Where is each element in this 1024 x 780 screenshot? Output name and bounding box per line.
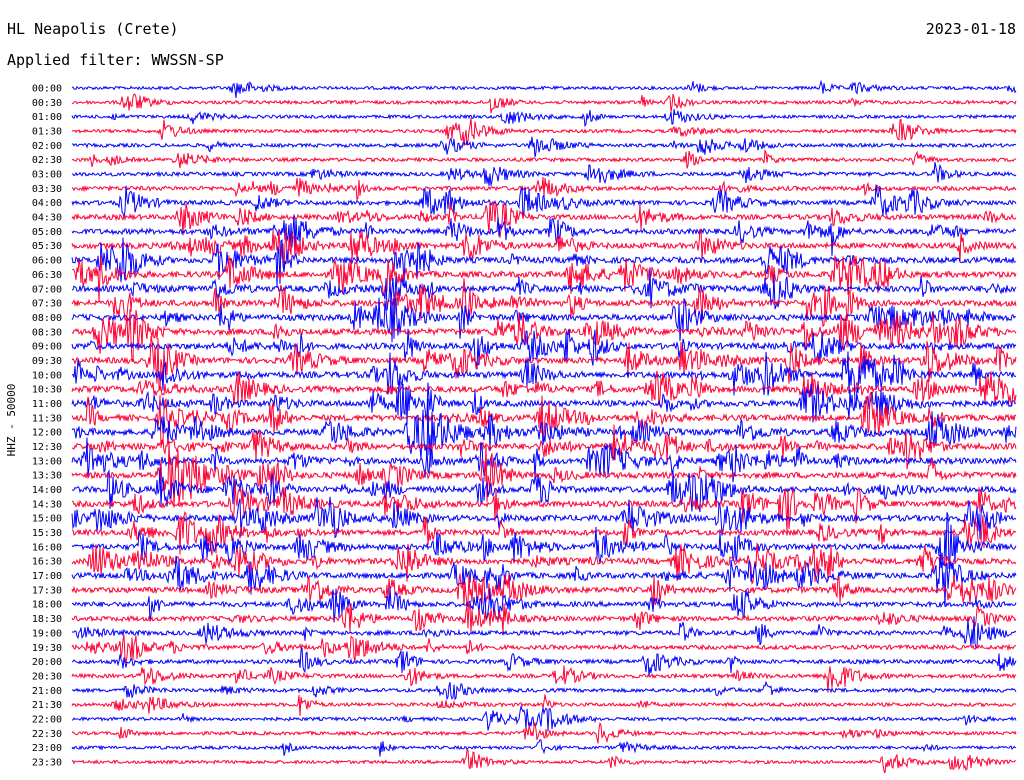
trace-line [71, 278, 1017, 328]
row-time-label: 01:00 [32, 112, 62, 123]
row-time-label: 06:00 [32, 256, 62, 267]
trace-line [71, 292, 1017, 343]
row-time-label: 04:00 [32, 198, 62, 209]
row-time-label: 14:30 [32, 499, 62, 510]
trace-line [71, 136, 1017, 158]
row-time-label: 01:30 [32, 127, 62, 138]
row-time-label: 00:30 [32, 98, 62, 109]
trace-line [71, 267, 1017, 311]
trace-line [71, 511, 1017, 556]
trace-line [71, 665, 1017, 693]
trace-line [71, 586, 1017, 623]
row-time-label: 17:30 [32, 585, 62, 596]
trace-line [71, 79, 1017, 99]
trace-line [71, 647, 1017, 677]
row-time-label: 11:00 [32, 399, 62, 410]
row-time-label: 03:30 [32, 184, 62, 195]
trace-line [71, 184, 1017, 219]
row-time-label: 17:00 [32, 571, 62, 582]
trace-line [71, 93, 1017, 114]
row-time-label: 04:30 [32, 213, 62, 224]
trace-line [71, 370, 1017, 407]
trace-line [71, 255, 1017, 302]
date-label: 2023-01-18 [925, 20, 1016, 38]
trace-line [71, 309, 1017, 363]
row-time-label: 02:00 [32, 141, 62, 152]
row-time-label: 16:00 [32, 542, 62, 553]
row-time-label: 23:00 [32, 743, 62, 754]
row-time-label: 13:00 [32, 456, 62, 467]
row-time-label: 18:00 [32, 600, 62, 611]
trace-line [71, 228, 1017, 271]
row-time-label: 18:30 [32, 614, 62, 625]
row-time-label: 08:00 [32, 313, 62, 324]
row-time-label: 07:00 [32, 284, 62, 295]
station-title: HL Neapolis (Crete) [7, 20, 179, 38]
trace-line [71, 739, 1017, 757]
row-time-label: 12:30 [32, 442, 62, 453]
row-time-label: 21:00 [32, 686, 62, 697]
trace-line [71, 336, 1017, 392]
row-time-label: 20:30 [32, 671, 62, 682]
trace-line [71, 680, 1017, 701]
row-time-label: 15:00 [32, 514, 62, 525]
trace-line [71, 694, 1017, 716]
row-time-label: 09:00 [32, 342, 62, 353]
trace-line [71, 634, 1017, 663]
trace-line [71, 496, 1017, 540]
row-time-label: 10:30 [32, 385, 62, 396]
row-time-label: 08:30 [32, 327, 62, 338]
row-time-label: 23:30 [32, 757, 62, 768]
row-time-label: 14:00 [32, 485, 62, 496]
trace-line [71, 328, 1017, 370]
trace-line [71, 398, 1017, 468]
row-time-label: 13:30 [32, 471, 62, 482]
trace-line [71, 749, 1016, 774]
row-time-label: 20:00 [32, 657, 62, 668]
trace-line [71, 721, 1017, 744]
trace-line [71, 215, 1017, 256]
trace-line [71, 706, 1017, 732]
trace-line [71, 118, 1017, 146]
trace-line [71, 148, 1017, 169]
trace-line [71, 437, 1017, 483]
y-axis-label: HHZ - 50000 [5, 384, 18, 457]
trace-line [71, 441, 1017, 508]
trace-line [71, 542, 1017, 585]
row-time-label: 02:30 [32, 155, 62, 166]
trace-line [71, 572, 1017, 606]
row-time-label: 19:00 [32, 628, 62, 639]
row-time-label: 11:30 [32, 413, 62, 424]
row-time-label: 03:00 [32, 170, 62, 181]
row-time-label: 07:30 [32, 299, 62, 310]
row-time-label: 15:30 [32, 528, 62, 539]
trace-line [71, 379, 1017, 425]
row-time-label: 00:00 [32, 84, 62, 95]
trace-line [71, 616, 1017, 649]
row-time-label: 12:00 [32, 428, 62, 439]
row-time-label: 10:00 [32, 370, 62, 381]
row-time-label: 21:30 [32, 700, 62, 711]
trace-line [71, 481, 1017, 533]
trace-line [71, 200, 1017, 238]
row-time-label: 09:30 [32, 356, 62, 367]
trace-line [71, 602, 1017, 634]
row-time-label: 19:30 [32, 643, 62, 654]
filter-label: Applied filter: WWSSN-SP [7, 51, 224, 69]
trace-line [71, 351, 1017, 409]
row-time-label: 22:30 [32, 729, 62, 740]
trace-line [71, 161, 1017, 186]
trace-line [71, 424, 1017, 470]
row-time-label: 05:00 [32, 227, 62, 238]
row-time-label: 05:30 [32, 241, 62, 252]
row-time-label: 16:30 [32, 557, 62, 568]
row-time-label: 22:00 [32, 714, 62, 725]
trace-line [71, 554, 1017, 607]
trace-line [71, 109, 1017, 128]
row-time-label: 06:30 [32, 270, 62, 281]
